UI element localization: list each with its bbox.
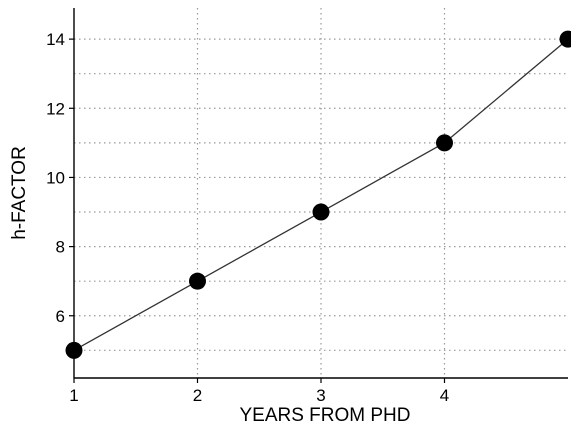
data-point xyxy=(436,134,453,152)
y-tick-label: 14 xyxy=(46,30,65,49)
x-tick-label: 1 xyxy=(69,386,78,405)
data-point xyxy=(189,272,206,290)
y-tick-label: 12 xyxy=(46,99,65,118)
data-point xyxy=(559,30,571,48)
y-tick-label: 8 xyxy=(56,238,65,257)
data-point xyxy=(65,341,83,359)
x-tick-label: 2 xyxy=(193,386,202,405)
x-tick-label: 4 xyxy=(440,386,449,405)
data-point xyxy=(312,203,330,221)
series-layer xyxy=(65,30,571,359)
x-tick-label: 3 xyxy=(316,386,325,405)
y-axis-title: h-FACTOR xyxy=(9,146,30,240)
y-tick-label: 10 xyxy=(46,168,65,187)
y-tick-label: 6 xyxy=(56,307,65,326)
x-axis-title: YEARS FROM PHD xyxy=(239,405,410,426)
grid-layer xyxy=(74,8,568,378)
